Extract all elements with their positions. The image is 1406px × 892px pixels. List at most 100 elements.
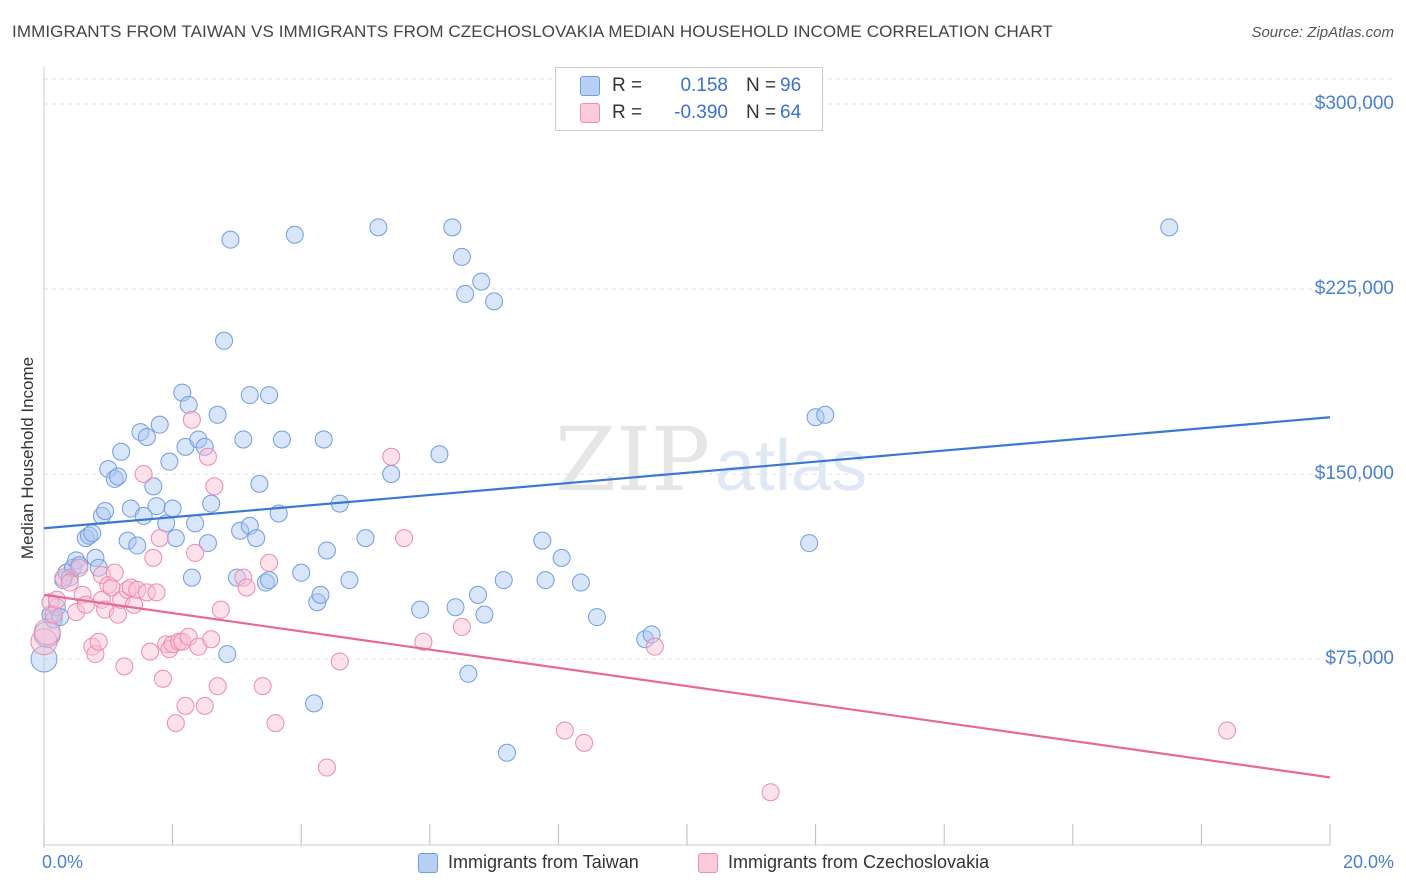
data-point-taiwan	[314, 430, 333, 449]
data-point-taiwan	[260, 571, 279, 590]
data-point-czech	[179, 627, 198, 646]
data-point-taiwan	[144, 477, 163, 496]
data-point-czech	[202, 630, 221, 649]
data-point-taiwan	[208, 405, 227, 424]
legend-n-label: N =	[746, 102, 777, 123]
data-point-czech	[118, 580, 137, 599]
data-point-taiwan	[552, 548, 571, 567]
data-point-czech	[253, 677, 272, 696]
data-point-czech	[211, 600, 230, 619]
data-point-taiwan	[430, 445, 449, 464]
data-point-czech	[76, 595, 95, 614]
data-point-czech	[317, 758, 336, 777]
x-tick-label-max: 20.0%	[1342, 852, 1394, 872]
data-point-taiwan	[475, 605, 494, 624]
data-point-taiwan	[256, 573, 275, 592]
data-point-czech	[47, 590, 66, 609]
legend-r-label: R =	[612, 75, 643, 96]
data-point-taiwan	[227, 568, 246, 587]
data-point-czech	[266, 714, 285, 733]
legend-r-label: R =	[612, 102, 643, 123]
data-point-taiwan	[198, 534, 217, 553]
bottom-legend-swatch-czech	[698, 852, 718, 873]
data-point-czech	[330, 652, 349, 671]
trend-lines	[43, 416, 1331, 779]
data-point-taiwan	[800, 534, 819, 553]
data-point-taiwan	[112, 442, 131, 461]
data-point-taiwan	[160, 452, 179, 471]
data-point-taiwan	[285, 225, 304, 244]
data-point-czech	[67, 603, 86, 622]
y-tick-label: $300,000	[1314, 93, 1394, 114]
watermark-zip: ZIP	[555, 408, 710, 511]
legend-row-czech: R = -0.390 N = 64	[580, 101, 801, 125]
data-point-taiwan	[260, 386, 279, 405]
chart-title: IMMIGRANTS FROM TAIWAN VS IMMIGRANTS FRO…	[12, 22, 1053, 41]
data-point-taiwan	[221, 230, 240, 249]
bottom-legend-label-taiwan: Immigrants from Taiwan	[448, 852, 639, 872]
data-point-czech	[147, 583, 166, 602]
data-point-taiwan	[195, 437, 214, 456]
data-point-czech	[105, 563, 124, 582]
data-point-taiwan	[150, 415, 169, 434]
y-tick-label: $225,000	[1314, 278, 1394, 299]
data-point-czech	[60, 573, 79, 592]
data-point-taiwan	[411, 600, 430, 619]
data-point-czech	[575, 733, 594, 752]
data-point-taiwan	[485, 292, 504, 311]
data-point-czech	[234, 568, 253, 587]
data-point-taiwan	[446, 598, 465, 617]
data-point-taiwan	[305, 694, 324, 713]
data-point-taiwan	[250, 474, 269, 493]
bottom-legend-czech: Immigrants from Czechoslovakia	[698, 852, 989, 873]
data-point-czech	[141, 642, 160, 661]
data-point-czech	[134, 465, 153, 483]
series-taiwan-points	[30, 218, 1179, 762]
data-point-taiwan	[533, 531, 552, 550]
bottom-legend-taiwan: Immigrants from Taiwan	[418, 852, 639, 873]
data-point-czech	[452, 617, 471, 636]
data-point-taiwan	[317, 541, 336, 560]
data-point-taiwan	[202, 494, 221, 513]
data-point-taiwan	[231, 521, 250, 540]
data-point-taiwan	[96, 502, 115, 520]
data-point-taiwan	[472, 272, 491, 291]
source-label: Source: ZipAtlas.com	[1251, 24, 1394, 41]
data-point-taiwan	[311, 585, 330, 604]
legend-n-value-taiwan: 96	[780, 75, 802, 96]
trend-line-taiwan	[43, 416, 1331, 530]
data-point-taiwan	[469, 585, 488, 604]
data-point-taiwan	[292, 563, 311, 582]
series-czech-points	[30, 410, 1237, 802]
data-point-czech	[382, 447, 401, 466]
data-point-czech	[153, 669, 172, 688]
data-point-czech	[108, 605, 127, 624]
data-point-taiwan	[108, 467, 127, 486]
watermark-atlas: atlas	[715, 426, 867, 506]
data-point-czech	[182, 410, 201, 429]
data-point-taiwan	[189, 430, 208, 449]
data-point-czech	[33, 618, 61, 646]
data-point-czech	[150, 529, 169, 548]
data-point-taiwan	[587, 608, 606, 627]
data-point-czech	[205, 477, 224, 496]
data-point-czech	[102, 578, 121, 597]
data-point-taiwan	[456, 284, 475, 303]
data-point-czech	[144, 548, 163, 567]
data-point-taiwan	[137, 428, 156, 446]
data-point-czech	[195, 696, 214, 715]
data-point-czech	[125, 595, 144, 614]
data-point-taiwan	[105, 469, 124, 488]
data-point-taiwan	[443, 218, 462, 237]
data-point-taiwan	[128, 536, 147, 555]
legend-n-label: N =	[746, 75, 777, 96]
legend: R = 0.158 N = 96 R = -0.390 N = 64	[555, 67, 823, 131]
data-point-czech	[555, 721, 574, 740]
data-point-czech	[395, 529, 414, 548]
legend-swatch-taiwan	[580, 76, 600, 96]
bottom-legend-swatch-taiwan	[418, 852, 438, 873]
y-tick-label: $75,000	[1325, 648, 1394, 669]
data-point-czech	[198, 447, 217, 466]
data-point-taiwan	[340, 571, 359, 590]
data-point-czech	[166, 714, 185, 733]
